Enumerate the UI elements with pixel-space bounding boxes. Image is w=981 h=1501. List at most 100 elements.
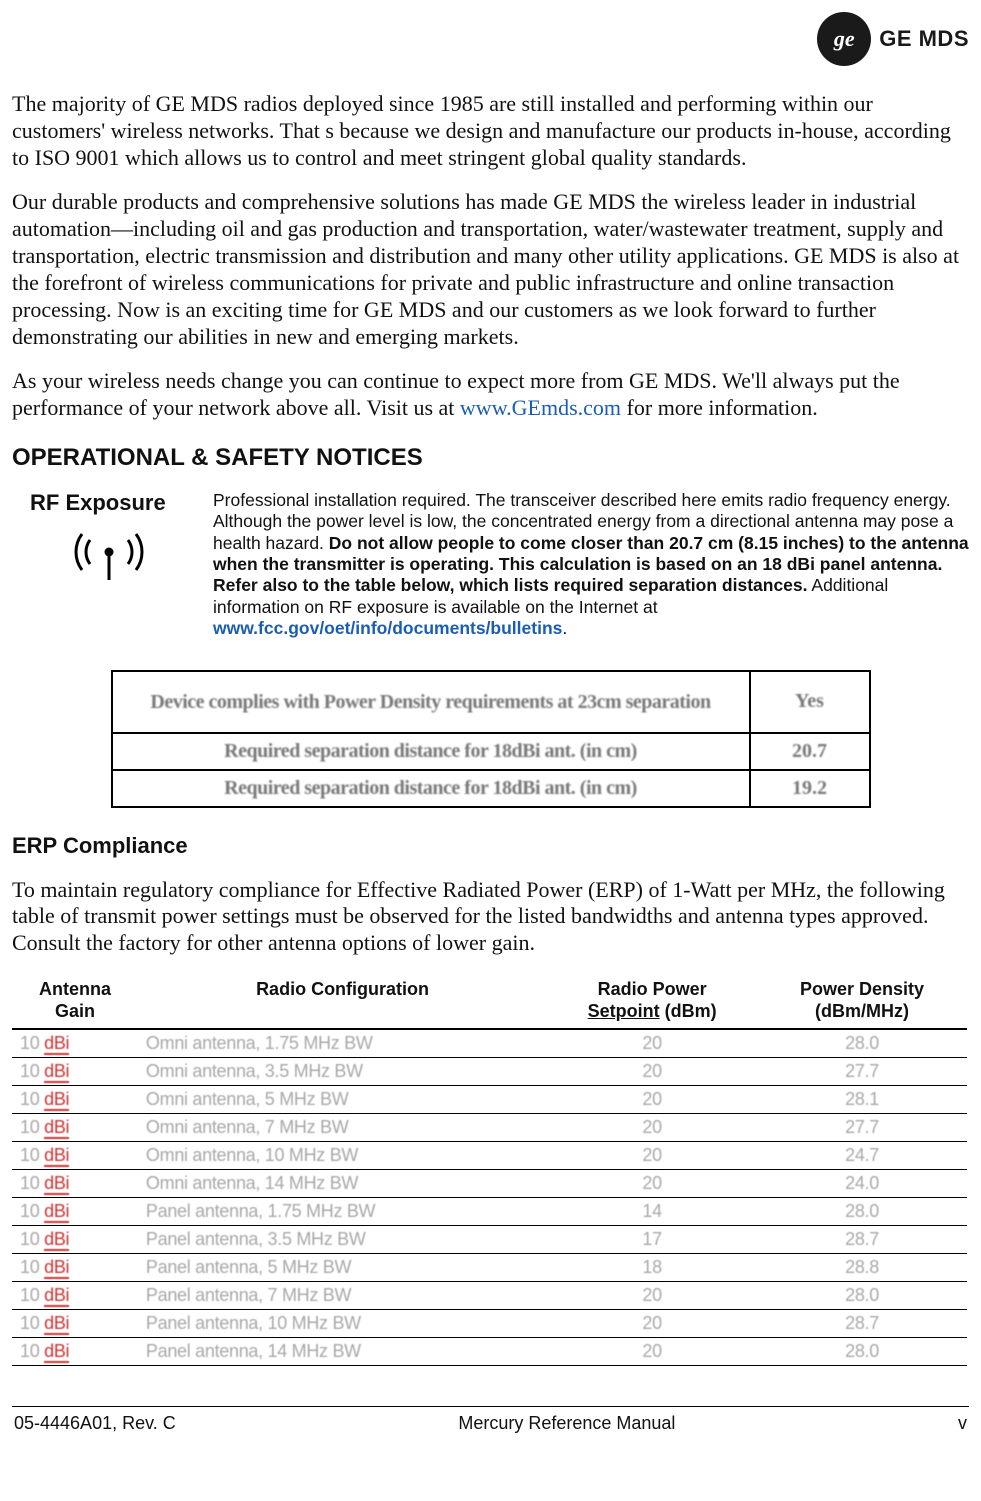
cell-density: 24.0 (757, 1170, 967, 1198)
cell-setpoint: 20 (547, 1086, 757, 1114)
cell-gain: 10 dBi (12, 1114, 138, 1142)
setp-line2: Setpoint (588, 1001, 660, 1021)
cell-config: Omni antenna, 7 MHz BW (138, 1114, 547, 1142)
cell-config: Panel antenna, 10 MHz BW (138, 1310, 547, 1338)
fcc-link[interactable]: www.fcc.gov/oet/info/documents/bulletins (213, 618, 562, 638)
rf-body-text: Professional installation required. The … (213, 490, 969, 639)
cell-density: 28.7 (757, 1310, 967, 1338)
cell-gain: 10 dBi (12, 1254, 138, 1282)
cell-config: Omni antenna, 14 MHz BW (138, 1170, 547, 1198)
cell-density: 28.0 (757, 1198, 967, 1226)
rf-period: . (562, 618, 567, 638)
cell-setpoint: 20 (547, 1029, 757, 1058)
table-row: 10 dBiOmni antenna, 7 MHz BW2027.7 (12, 1114, 967, 1142)
table-row: 10 dBiPanel antenna, 3.5 MHz BW1728.7 (12, 1226, 967, 1254)
table-row: Required separation distance for 18dBi a… (112, 733, 870, 770)
table-row: 10 dBiOmni antenna, 10 MHz BW2024.7 (12, 1142, 967, 1170)
cell-config: Omni antenna, 1.75 MHz BW (138, 1029, 547, 1058)
cell-config: Omni antenna, 10 MHz BW (138, 1142, 547, 1170)
cell-setpoint: 20 (547, 1114, 757, 1142)
cell-setpoint: 20 (547, 1310, 757, 1338)
footer-right: v (958, 1413, 967, 1434)
cell-gain: 10 dBi (12, 1198, 138, 1226)
cell-config: Panel antenna, 7 MHz BW (138, 1282, 547, 1310)
cell-config: Omni antenna, 5 MHz BW (138, 1086, 547, 1114)
setp-line1: Radio Power (598, 979, 707, 999)
table-row: 10 dBiOmni antenna, 5 MHz BW2028.1 (12, 1086, 967, 1114)
cell-gain: 10 dBi (12, 1029, 138, 1058)
cell-gain: 10 dBi (12, 1170, 138, 1198)
table-row: 10 dBiOmni antenna, 1.75 MHz BW2028.0 (12, 1029, 967, 1058)
cell-gain: 10 dBi (12, 1282, 138, 1310)
cell-gain: 10 dBi (12, 1310, 138, 1338)
ge-monogram: ge (834, 26, 855, 52)
cell-setpoint: 17 (547, 1226, 757, 1254)
cell-density: 27.7 (757, 1114, 967, 1142)
intro-para-1: The majority of GE MDS radios deployed s… (12, 91, 969, 171)
cell-config: Panel antenna, 3.5 MHz BW (138, 1226, 547, 1254)
table-row: Required separation distance for 18dBi a… (112, 770, 870, 807)
table-row: 10 dBiPanel antenna, 10 MHz BW2028.7 (12, 1310, 967, 1338)
header-logo-row: ge GE MDS (12, 12, 969, 66)
cell-setpoint: 20 (547, 1170, 757, 1198)
rf-left-col: RF Exposure (30, 490, 195, 639)
table-row: 10 dBiOmni antenna, 14 MHz BW2024.0 (12, 1170, 967, 1198)
page: ge GE MDS The majority of GE MDS radios … (0, 0, 981, 1448)
erp-para: To maintain regulatory compliance for Ef… (12, 877, 969, 957)
cell-density: 28.0 (757, 1029, 967, 1058)
cell-density: 28.0 (757, 1282, 967, 1310)
cell-gain: 10 dBi (12, 1338, 138, 1366)
brand-text: GE MDS (879, 26, 969, 52)
rf-exposure-title: RF Exposure (30, 490, 195, 516)
dens-line2: (dBm/MHz) (815, 1001, 909, 1021)
ge-logo-icon: ge (817, 12, 871, 66)
table-row: 10 dBiPanel antenna, 1.75 MHz BW1428.0 (12, 1198, 967, 1226)
setp-unit: (dBm) (660, 1001, 717, 1021)
sep-row1-label: Required separation distance for 18dBi a… (112, 733, 750, 770)
cell-density: 27.7 (757, 1058, 967, 1086)
table-row: 10 dBiPanel antenna, 7 MHz BW2028.0 (12, 1282, 967, 1310)
footer-left: 05-4446A01, Rev. C (14, 1413, 176, 1434)
cell-gain: 10 dBi (12, 1142, 138, 1170)
cell-config: Panel antenna, 14 MHz BW (138, 1338, 547, 1366)
rf-antenna-icon (68, 526, 195, 587)
erp-header-row: Antenna Gain Radio Configuration Radio P… (12, 975, 967, 1029)
dens-line1: Power Density (800, 979, 924, 999)
separation-table: Device complies with Power Density requi… (111, 670, 871, 808)
table-row: 10 dBiPanel antenna, 14 MHz BW2028.0 (12, 1338, 967, 1366)
intro-para-3: As your wireless needs change you can co… (12, 368, 969, 422)
subheading-erp: ERP Compliance (12, 833, 969, 859)
cell-config: Panel antenna, 1.75 MHz BW (138, 1198, 547, 1226)
footer-center: Mercury Reference Manual (458, 1413, 675, 1434)
table-row: Device complies with Power Density requi… (112, 671, 870, 733)
para3-text-b: for more information. (621, 395, 818, 420)
cell-gain: 10 dBi (12, 1058, 138, 1086)
col-header-density: Power Density (dBm/MHz) (757, 975, 967, 1029)
sep-row0-label: Device complies with Power Density requi… (112, 671, 750, 733)
col-header-config: Radio Configuration (138, 975, 547, 1029)
erp-table: Antenna Gain Radio Configuration Radio P… (12, 975, 967, 1366)
cell-config: Panel antenna, 5 MHz BW (138, 1254, 547, 1282)
sep-row2-label: Required separation distance for 18dBi a… (112, 770, 750, 807)
table-row: 10 dBiOmni antenna, 3.5 MHz BW2027.7 (12, 1058, 967, 1086)
page-footer: 05-4446A01, Rev. C Mercury Reference Man… (12, 1406, 969, 1448)
cell-setpoint: 18 (547, 1254, 757, 1282)
cell-setpoint: 20 (547, 1282, 757, 1310)
cell-density: 28.7 (757, 1226, 967, 1254)
rf-exposure-block: RF Exposure Professional installation re… (30, 490, 969, 639)
sep-row0-value: Yes (750, 671, 870, 733)
sep-row2-value: 19.2 (750, 770, 870, 807)
sep-row1-value: 20.7 (750, 733, 870, 770)
cell-setpoint: 14 (547, 1198, 757, 1226)
cell-gain: 10 dBi (12, 1086, 138, 1114)
section-heading-operational: OPERATIONAL & SAFETY NOTICES (12, 444, 969, 472)
cell-setpoint: 20 (547, 1142, 757, 1170)
col-header-gain: Antenna Gain (12, 975, 138, 1029)
cell-setpoint: 20 (547, 1338, 757, 1366)
gemds-link[interactable]: www.GEmds.com (460, 395, 621, 420)
cell-gain: 10 dBi (12, 1226, 138, 1254)
cell-density: 24.7 (757, 1142, 967, 1170)
separation-table-wrap: Device complies with Power Density requi… (12, 670, 969, 808)
cell-config: Omni antenna, 3.5 MHz BW (138, 1058, 547, 1086)
cell-setpoint: 20 (547, 1058, 757, 1086)
